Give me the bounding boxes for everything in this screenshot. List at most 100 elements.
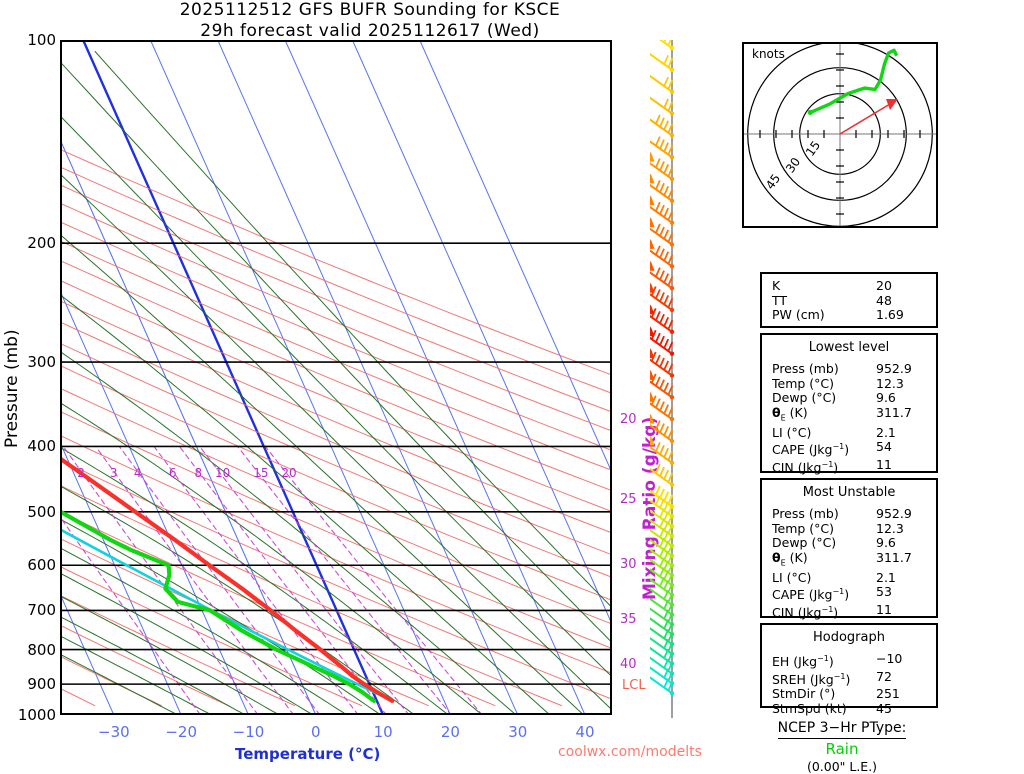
stat-row: Dewp (°C) 9.6 — [762, 535, 936, 551]
mixing-ratio-label-2: 2 — [77, 466, 85, 481]
stat-value: 11 — [876, 456, 892, 472]
stat-row: CAPE (Jkg−1) 53 — [762, 584, 936, 603]
pressure-tick-300: 300 — [27, 353, 56, 372]
right-axis-tick-25: 25 — [620, 492, 637, 507]
mixing-ratio-label-6: 6 — [168, 466, 177, 481]
stat-row: CIN (Jkg−1) 11 — [762, 456, 936, 476]
most-unstable-panel: Most Unstable Press (mb) 952.9 Temp (°C) 12.… — [760, 478, 938, 621]
skewt-grid — [60, 40, 612, 715]
stat-value: 2.1 — [876, 569, 896, 585]
mixing-ratio-label-4: 4 — [133, 466, 142, 481]
stat-key: Temp (°C) — [772, 375, 835, 391]
pressure-tick-600: 600 — [27, 556, 56, 575]
pressure-tick-200: 200 — [27, 234, 56, 253]
stat-row: Press (mb) 952.9 — [762, 506, 936, 522]
stat-key: CAPE (Jkg−1) — [772, 587, 850, 603]
stat-key: StmDir (°) — [772, 686, 836, 702]
stat-row: CIN (Jkg−1) 11 — [762, 601, 936, 621]
pressure-tick-400: 400 — [27, 437, 56, 456]
panel-lowest-heading: Lowest level — [808, 340, 890, 355]
right-axis-tick-30: 30 — [620, 557, 637, 572]
ptype-block: NCEP 3−Hr PType: Rain (0.00" L.E.) — [742, 720, 942, 774]
stat-value: 952.9 — [876, 506, 912, 521]
stat-value: 12.3 — [876, 375, 904, 391]
skewt-plot — [60, 40, 612, 715]
stat-key: K — [772, 278, 781, 293]
panel-hodo-heading: Hodograph — [813, 630, 885, 645]
stat-value: 11 — [876, 601, 892, 617]
temperature-tick-10: 10 — [373, 723, 393, 741]
stat-key: CIN (Jkg−1) — [772, 604, 839, 620]
pressure-tick-1000: 1000 — [17, 706, 56, 724]
stat-key: LI (°C) — [772, 569, 812, 585]
stat-row: SREH (Jkg−1) 72 — [762, 668, 936, 688]
stat-row: StmDir (°) 251 — [762, 687, 936, 702]
stat-value: 2.1 — [876, 424, 896, 440]
mixing-ratio-label-15: 15 — [253, 466, 269, 481]
pressure-tick-800: 800 — [27, 640, 56, 659]
ptype-value: Rain — [825, 740, 859, 758]
stat-row: θE (K) 311.7 — [762, 404, 936, 426]
hodograph-storm-motion-arrow — [839, 100, 896, 135]
panel-mu-heading: Most Unstable — [802, 485, 896, 500]
stat-value: 12.3 — [876, 520, 904, 536]
stat-value: 9.6 — [876, 535, 896, 550]
pressure-tick-500: 500 — [27, 502, 56, 521]
stat-value: 311.7 — [876, 404, 912, 420]
ptype-heading: NCEP 3−Hr PType: — [777, 720, 907, 739]
right-axis-tick-20: 20 — [620, 412, 637, 427]
stat-key: CAPE (Jkg−1) — [772, 442, 850, 458]
stat-key: Dewp (°C) — [772, 390, 837, 405]
stat-row: θE (K) 311.7 — [762, 549, 936, 571]
stat-key: TT — [772, 292, 788, 308]
pressure-axis-labels: 100 200 300 400 500 600 700 800 900 1000 — [0, 0, 56, 768]
chart-title-block: 2025112512 GFS BUFR Sounding for KSCE 29… — [0, 0, 740, 42]
stat-row: CAPE (Jkg−1) 54 — [762, 439, 936, 458]
stat-value: 54 — [876, 439, 892, 454]
temperature-tick--10: −10 — [232, 723, 265, 741]
wind-barb-column — [650, 40, 675, 718]
stat-value: 48 — [876, 292, 892, 308]
ptype-amount: (0.00" L.E.) — [806, 759, 878, 774]
lowest-level-panel: Lowest level Press (mb) 952.9 Temp (°C) 12.3… — [760, 333, 938, 476]
mixing-ratio-label-8: 8 — [194, 466, 203, 481]
temperature-tick--20: −20 — [165, 723, 197, 741]
stability-indices-panel: K 20 TT 48 PW (cm) 1.69 — [760, 272, 938, 328]
stat-key: CIN (Jkg−1) — [772, 459, 839, 475]
stat-row: Press (mb) 952.9 — [762, 361, 936, 377]
stat-key: EH (Jkg−1) — [772, 654, 834, 670]
stat-row: Temp (°C) 12.3 — [762, 375, 936, 392]
stat-key: PW (cm) — [772, 307, 825, 322]
temperature-tick--30: −30 — [98, 723, 130, 741]
pressure-tick-100: 100 — [27, 31, 56, 49]
stat-row: TT 48 — [762, 292, 936, 309]
skewt-frame — [60, 40, 612, 715]
hodograph-wind-trace — [809, 48, 899, 114]
pressure-tick-700: 700 — [27, 601, 56, 620]
pressure-tick-900: 900 — [27, 675, 56, 694]
stat-value: 72 — [876, 668, 892, 684]
temperature-axis-title: Temperature (°C) — [235, 745, 381, 763]
hodograph-panel: 15 30 45 knots — [742, 41, 938, 228]
stat-value: 952.9 — [876, 361, 912, 376]
lcl-label: LCL — [622, 677, 646, 693]
stat-key: SREH (Jkg−1) — [772, 671, 851, 687]
right-axis-tick-35: 35 — [620, 612, 637, 627]
stat-key: θE (K) — [772, 549, 808, 567]
title-line-1: 2025112512 GFS BUFR Sounding for KSCE — [179, 0, 561, 20]
stat-value: 251 — [876, 686, 900, 702]
hodograph-stats-panel: Hodograph EH (Jkg−1) −10 SREH (Jkg−1) 72 StmD… — [760, 623, 938, 715]
stat-row: StmSpd (kt) 45 — [762, 700, 936, 717]
stat-value: 1.69 — [876, 307, 904, 322]
stat-row: PW (cm) 1.69 — [762, 307, 936, 323]
mixing-ratio-label-3: 3 — [109, 466, 118, 481]
stat-key: Dewp (°C) — [772, 535, 837, 550]
stat-row: LI (°C) 2.1 — [762, 569, 936, 586]
stat-key: StmSpd (kt) — [772, 700, 847, 716]
stat-value: 45 — [876, 700, 892, 716]
temperature-tick-30: 30 — [508, 723, 528, 741]
stat-key: Press (mb) — [772, 506, 839, 521]
